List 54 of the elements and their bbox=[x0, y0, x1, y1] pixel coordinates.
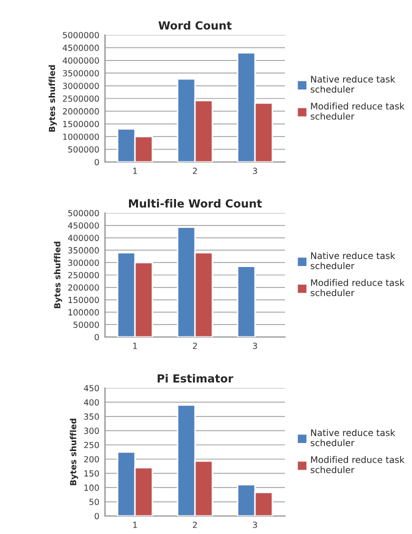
y-tick-label: 5000000 bbox=[62, 32, 99, 38]
y-tick-label: 100000 bbox=[68, 309, 99, 316]
y-tick-label: 3500000 bbox=[62, 70, 99, 76]
y-tick-label: 400 bbox=[84, 399, 99, 406]
x-tick-label: 1 bbox=[133, 168, 137, 174]
y-tick-label: 2000000 bbox=[62, 108, 99, 114]
y-tick-label: 0 bbox=[94, 512, 99, 520]
y-axis-title: Bytes shuffled bbox=[70, 418, 78, 486]
legend-label: Modified reduce task scheduler bbox=[310, 102, 405, 120]
y-tick-label: 500000 bbox=[68, 210, 99, 216]
legend-label: Modified reduce task scheduler bbox=[310, 456, 405, 474]
y-tick-label: 200 bbox=[84, 456, 99, 462]
x-tick-label: 1 bbox=[133, 522, 137, 528]
chart-title: Word Count bbox=[158, 21, 232, 30]
x-tick-label: 3 bbox=[252, 342, 257, 350]
x-tick-label: 2 bbox=[192, 168, 197, 174]
y-tick-label: 250 bbox=[84, 442, 99, 448]
y-tick-label: 50000 bbox=[74, 322, 99, 328]
y-tick-label: 500000 bbox=[68, 146, 99, 153]
y-tick-label: 1500000 bbox=[63, 120, 99, 128]
y-tick-label: 350000 bbox=[68, 247, 99, 254]
y-tick-label: 450 bbox=[84, 384, 99, 392]
y-tick-label: 250000 bbox=[68, 272, 99, 278]
y-axis-title: Bytes shuffled bbox=[54, 242, 62, 308]
y-tick-label: 300000 bbox=[68, 260, 99, 266]
y-tick-label: 0 bbox=[94, 158, 99, 166]
legend-label: Native reduce task scheduler bbox=[310, 76, 396, 93]
y-tick-label: 150 bbox=[84, 470, 99, 477]
chart-title: Pi Estimator bbox=[158, 374, 234, 383]
bar bbox=[236, 266, 256, 337]
x-tick-label: 3 bbox=[252, 168, 257, 174]
y-tick-label: 0 bbox=[94, 334, 99, 340]
legend-label: Modified reduce task scheduler bbox=[310, 279, 405, 296]
x-tick-label: 1 bbox=[133, 342, 137, 349]
legend-label: Native reduce task scheduler bbox=[310, 429, 396, 446]
y-tick-label: 4000000 bbox=[62, 57, 99, 64]
legend-label: Native reduce task scheduler bbox=[310, 252, 396, 270]
y-tick-label: 2500000 bbox=[62, 95, 99, 102]
y-tick-label: 1000000 bbox=[63, 134, 99, 140]
y-tick-label: 400000 bbox=[68, 234, 99, 242]
chart-title: Multi-file Word Count bbox=[128, 199, 262, 208]
y-tick-label: 50 bbox=[89, 498, 99, 506]
y-tick-label: 3000000 bbox=[62, 82, 99, 90]
y-tick-label: 4500000 bbox=[62, 44, 99, 51]
x-tick-label: 2 bbox=[192, 342, 197, 349]
y-tick-label: 150000 bbox=[68, 296, 99, 304]
y-axis-title: Bytes shuffled bbox=[48, 65, 57, 132]
y-tick-label: 100 bbox=[84, 484, 99, 491]
y-tick-label: 350 bbox=[84, 413, 99, 420]
x-tick-label: 2 bbox=[192, 522, 197, 528]
y-tick-label: 300 bbox=[84, 428, 99, 434]
y-tick-label: 200000 bbox=[68, 284, 99, 291]
y-tick-label: 450000 bbox=[68, 222, 99, 229]
x-tick-label: 3 bbox=[252, 522, 257, 528]
